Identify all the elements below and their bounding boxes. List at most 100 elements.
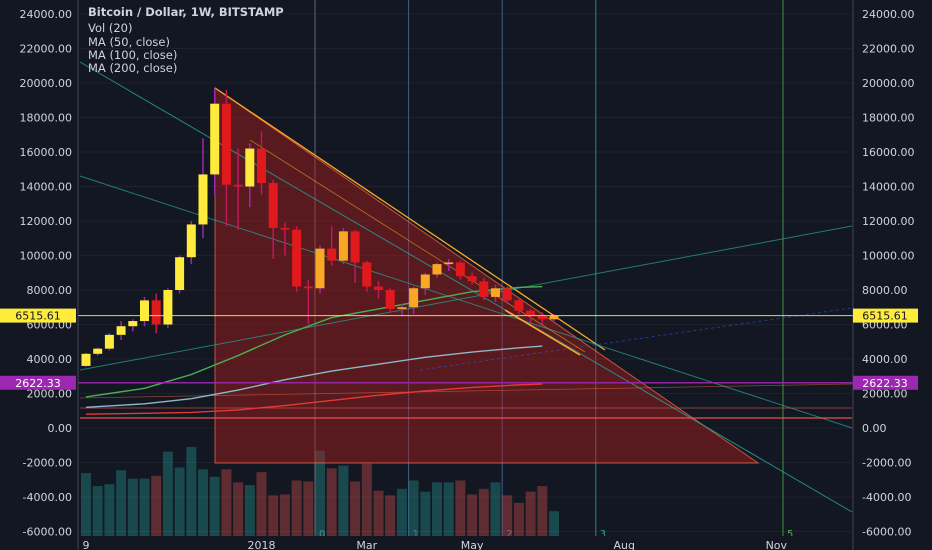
volume-bar-15 [256, 472, 267, 540]
vertical-marker-label-2: 2 [506, 529, 512, 540]
candle-body-35 [491, 288, 500, 297]
volume-bar-10 [198, 469, 208, 540]
x-tick-2: Mar [356, 539, 377, 550]
volume-bar-26 [385, 495, 396, 540]
vertical-marker-label-1: 1 [413, 529, 419, 540]
indicator-ma-100: MA (100, close) [88, 48, 177, 62]
volume-bar-8 [174, 467, 185, 540]
candle-body-29 [420, 274, 430, 289]
y-tick-left-6: 12000.00 [20, 215, 73, 228]
volume-bar-22 [338, 465, 349, 540]
candle-body-37 [514, 300, 524, 311]
volume-bar-24 [361, 463, 372, 540]
candles [81, 88, 559, 367]
fan-top-line [214, 87, 606, 351]
candle-body-38 [526, 310, 536, 316]
y-tick-left-13: -2000.00 [23, 457, 72, 470]
candle-body-30 [432, 264, 442, 275]
volume-bars [81, 447, 559, 540]
candle-body-24 [362, 262, 372, 287]
y-tick-left-10: 4000.00 [27, 353, 73, 366]
volume-bar-37 [513, 502, 524, 540]
volume-bar-5 [139, 478, 150, 540]
indicator-volume: Vol (20) [88, 21, 132, 35]
price-label-bg-left-0 [0, 308, 76, 323]
candle-body-40 [549, 315, 559, 320]
volume-bar-28 [408, 480, 419, 540]
candle-body-1 [93, 348, 103, 354]
price-label-left-1: 2622.33 [15, 377, 61, 390]
candle-body-32 [455, 262, 465, 277]
moving-average-2 [85, 383, 543, 415]
y-tick-right-11: 2000.00 [862, 388, 908, 401]
candle-body-4 [128, 321, 138, 327]
candle-body-10 [198, 174, 208, 225]
volume-bar-14 [244, 485, 255, 540]
y-tick-right-13: -2000.00 [862, 457, 911, 470]
volume-bar-25 [373, 490, 384, 540]
volume-bar-20 [315, 450, 325, 540]
price-label-right-0: 6515.61 [862, 310, 908, 323]
volume-bar-13 [233, 482, 244, 540]
candle-body-28 [409, 288, 419, 308]
candle-body-3 [116, 326, 126, 335]
candle-body-27 [397, 307, 407, 309]
x-axis: 9 2018 Mar May Aug Nov [83, 539, 788, 550]
volume-bar-6 [151, 475, 162, 540]
candle-body-36 [502, 288, 512, 301]
y-tick-right-5: 14000.00 [862, 181, 915, 194]
y-tick-right-6: 12000.00 [862, 215, 915, 228]
volume-bar-3 [116, 470, 127, 540]
y-tick-left-5: 14000.00 [20, 181, 73, 194]
volume-bar-34 [478, 488, 489, 540]
volume-bar-12 [221, 469, 232, 540]
candle-body-22 [338, 231, 348, 261]
y-tick-right-4: 16000.00 [862, 146, 915, 159]
candle-body-17 [280, 227, 290, 230]
volume-bar-39 [537, 486, 548, 540]
y-tick-right-12: 0.00 [862, 422, 887, 435]
volume-bar-9 [186, 447, 197, 540]
y-tick-left-1: 22000.00 [20, 43, 73, 56]
candle-body-20 [315, 248, 325, 289]
trend-line-long-teal [79, 61, 853, 513]
x-tick-1: 2018 [248, 539, 276, 550]
y-tick-left-12: 0.00 [48, 422, 73, 435]
candle-body-33 [467, 276, 477, 282]
price-label-bg-left-1 [0, 375, 76, 390]
volume-bar-29 [420, 491, 431, 540]
fan-triangle [214, 87, 760, 464]
candle-body-21 [327, 248, 337, 261]
volume-bar-30 [432, 482, 442, 540]
candle-body-0 [81, 353, 91, 366]
volume-bar-23 [350, 481, 361, 540]
y-tick-right-0: 24000.00 [862, 8, 915, 21]
volume-bar-7 [162, 451, 173, 540]
price-label-bg-right-0 [853, 308, 918, 323]
fan-ray-1 [249, 139, 586, 353]
volume-bar-17 [279, 494, 290, 540]
candle-body-19 [303, 286, 313, 289]
candle-body-31 [444, 262, 454, 265]
volume-bar-0 [81, 473, 91, 540]
volume-bar-36 [502, 495, 513, 540]
y-tick-left-4: 16000.00 [20, 146, 73, 159]
x-axis-band [0, 536, 932, 550]
y-tick-left-14: -4000.00 [23, 491, 72, 504]
y-tick-left-11: 2000.00 [27, 388, 73, 401]
y-tick-left-2: 20000.00 [20, 77, 73, 90]
vertical-markers: 0 1 2 3 5 [314, 0, 793, 540]
candle-body-8 [175, 257, 185, 290]
y-tick-right-7: 10000.00 [862, 250, 915, 263]
volume-bar-31 [443, 482, 454, 540]
volume-bar-19 [303, 481, 314, 540]
candle-body-34 [479, 281, 489, 297]
price-lines [78, 315, 853, 384]
volume-bar-16 [268, 495, 279, 540]
volume-bar-2 [104, 484, 115, 540]
price-label-right-1: 2622.33 [862, 377, 908, 390]
volume-bar-11 [209, 476, 220, 540]
candle-body-25 [374, 286, 383, 290]
